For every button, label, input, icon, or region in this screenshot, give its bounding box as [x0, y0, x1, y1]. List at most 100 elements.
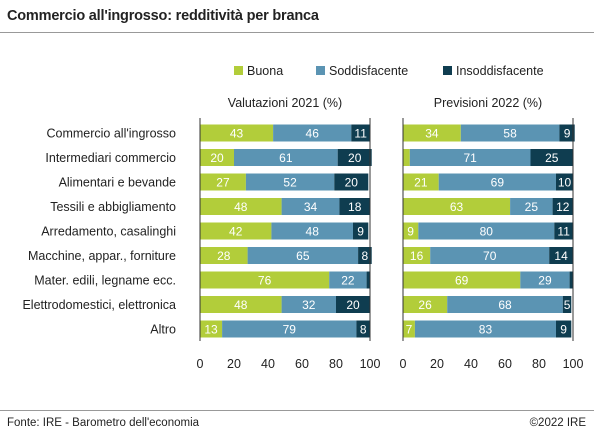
- bar-label-p1-c2-s2: 61: [279, 151, 293, 165]
- bar-p2-c9-s1: [403, 320, 415, 338]
- legend-label-2: Soddisfacente: [329, 64, 408, 78]
- x-tick-p2-100: 100: [563, 357, 584, 371]
- bar-p2-c3-s2: [438, 173, 556, 191]
- bar-label-p2-c3-s1: 21: [414, 176, 428, 190]
- bar-label-p2-c8-s3: 5: [564, 298, 571, 312]
- bar-label-p2-c1-s2: 58: [503, 127, 517, 141]
- bar-label-p2-c6-s1: 16: [410, 249, 424, 263]
- bar-p1-c1-s2: [273, 124, 352, 142]
- bar-p2-c8-s3: [562, 296, 572, 313]
- legend-label-1: Buona: [247, 64, 283, 78]
- bar-p2-c6-s3: [549, 247, 573, 264]
- bar-label-p2-c3-s3: 10: [558, 176, 572, 190]
- chart-title: Commercio all'ingrosso: redditività per …: [7, 8, 319, 24]
- x-tick-p2-40: 40: [464, 357, 478, 371]
- bar-label-p1-c4-s1: 48: [234, 200, 248, 214]
- bar-label-p1-c8-s1: 48: [234, 298, 248, 312]
- category-label-9: Altro: [150, 323, 176, 337]
- bar-p1-c9-s3: [356, 320, 370, 338]
- bar-p1-c9-s1: [200, 320, 223, 338]
- bar-label-p2-c6-s2: 70: [483, 249, 497, 263]
- category-label-4: Tessili e abbigliamento: [50, 200, 176, 214]
- category-label-5: Arredamento, casalinghi: [41, 225, 176, 239]
- x-tick-p1-20: 20: [227, 357, 241, 371]
- x-tick-p1-40: 40: [261, 357, 275, 371]
- bar-label-p1-c9-s2: 79: [283, 323, 297, 337]
- bar-label-p1-c3-s1: 27: [216, 176, 230, 190]
- x-tick-p2-60: 60: [498, 357, 512, 371]
- bar-label-p1-c2-s3: 20: [348, 151, 362, 165]
- bar-p1-c7-s1: [200, 271, 330, 289]
- bar-label-p2-c1-s3: 9: [564, 127, 571, 141]
- bar-label-p2-c9-s3: 9: [560, 323, 567, 337]
- bar-p2-c8-s2: [447, 296, 563, 313]
- bar-label-p1-c4-s3: 18: [348, 200, 362, 214]
- bar-p2-c6-s1: [403, 247, 431, 264]
- bar-label-p2-c2-s2: 71: [463, 151, 477, 165]
- bar-label-p1-c3-s2: 52: [283, 176, 297, 190]
- bar-p1-c7-s2: [329, 271, 367, 289]
- bar-label-p1-c7-s2: 22: [341, 274, 355, 288]
- category-label-1: Commercio all'ingrosso: [46, 127, 176, 141]
- bar-label-p2-c5-s1: 9: [407, 225, 414, 239]
- bar-label-p2-c5-s2: 80: [480, 225, 494, 239]
- bar-p2-c2-s3: [530, 149, 573, 166]
- bar-label-p1-c1-s1: 43: [230, 127, 244, 141]
- bar-p1-c4-s3: [339, 198, 370, 215]
- bar-label-p1-c2-s1: 20: [210, 151, 224, 165]
- bar-p2-c5-s3: [554, 222, 573, 240]
- category-label-7: Mater. edili, legname ecc.: [34, 274, 176, 288]
- bar-p1-c8-s3: [336, 296, 370, 313]
- bar-label-p1-c8-s3: 20: [346, 298, 360, 312]
- bar-label-p1-c7-s1: 76: [258, 274, 272, 288]
- source-note: Fonte: IRE - Barometro dell'economia: [7, 417, 200, 429]
- x-tick-p1-60: 60: [295, 357, 309, 371]
- bar-p1-c5-s2: [271, 222, 353, 240]
- bar-label-p2-c3-s2: 69: [491, 176, 505, 190]
- panel-title-2: Previsioni 2022 (%): [434, 96, 542, 110]
- bar-label-p1-c3-s3: 20: [345, 176, 359, 190]
- bar-p1-c4-s1: [200, 198, 282, 215]
- bar-label-p2-c4-s1: 63: [450, 200, 464, 214]
- bar-label-p1-c1-s2: 46: [306, 127, 320, 141]
- bar-p2-c4-s2: [510, 198, 553, 215]
- bar-label-p1-c8-s2: 32: [302, 298, 316, 312]
- bar-label-p2-c8-s2: 68: [498, 298, 512, 312]
- bar-p1-c6-s3: [358, 247, 372, 264]
- x-tick-p2-80: 80: [532, 357, 546, 371]
- bar-label-p2-c9-s1: 7: [406, 323, 413, 337]
- bar-p2-c4-s3: [552, 198, 573, 215]
- top-rule: [0, 32, 594, 33]
- category-label-6: Macchine, appar., forniture: [28, 249, 176, 263]
- bar-p1-c2-s3: [337, 149, 372, 166]
- bar-label-p1-c5-s2: 48: [306, 225, 320, 239]
- bar-p1-c3-s2: [245, 173, 335, 191]
- x-tick-p1-80: 80: [329, 357, 343, 371]
- bar-p1-c8-s1: [200, 296, 282, 313]
- bar-p1-c5-s3: [353, 222, 369, 240]
- bar-label-p2-c5-s3: 11: [557, 225, 570, 239]
- bar-p1-c7-s3: [366, 271, 370, 289]
- bar-p1-c2-s1: [200, 149, 234, 166]
- bar-label-p1-c5-s3: 9: [357, 225, 364, 239]
- legend-label-3: Insoddisfacente: [456, 64, 544, 78]
- bar-p2-c8-s1: [403, 296, 448, 313]
- bar-p2-c2-s1: [403, 149, 410, 166]
- bar-p1-c3-s1: [200, 173, 246, 191]
- bar-label-p2-c4-s3: 12: [556, 200, 570, 214]
- bar-p2-c4-s1: [403, 198, 511, 215]
- bar-label-p2-c7-s2: 29: [538, 274, 552, 288]
- bar-label-p1-c6-s1: 28: [217, 249, 231, 263]
- bar-p2-c3-s1: [403, 173, 439, 191]
- bar-p2-c9-s3: [556, 320, 572, 338]
- bar-p2-c7-s2: [520, 271, 570, 289]
- bar-p1-c9-s2: [222, 320, 357, 338]
- category-label-3: Alimentari e bevande: [59, 176, 176, 190]
- bar-label-p2-c6-s3: 14: [554, 249, 568, 263]
- bar-label-p1-c6-s3: 8: [362, 249, 369, 263]
- bar-label-p1-c9-s3: 8: [360, 323, 367, 337]
- bar-p2-c9-s2: [414, 320, 556, 338]
- bar-label-p1-c6-s2: 65: [296, 249, 310, 263]
- bar-p2-c5-s2: [418, 222, 555, 240]
